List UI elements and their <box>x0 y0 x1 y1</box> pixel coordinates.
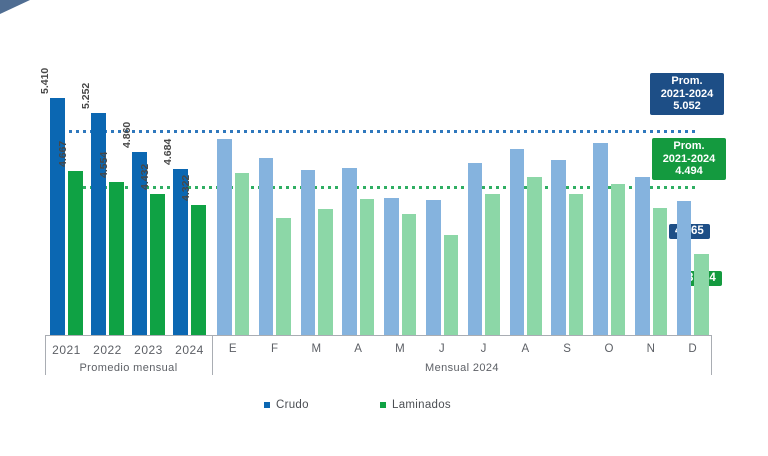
legend-label-laminados: Laminados <box>392 399 451 411</box>
legend-item-laminados: Laminados <box>380 398 451 412</box>
month-label-12: D <box>688 343 698 355</box>
laminados-swatch-icon <box>380 402 386 408</box>
month-bar-crudo-7 <box>467 163 483 335</box>
callout-crudo-line2: 2021-2024 <box>660 87 714 100</box>
callout-crudo-line1: Prom. <box>671 75 703 87</box>
month-bar-laminados-6 <box>443 234 458 335</box>
month-label-7: J <box>480 343 487 355</box>
month-bar-laminados-8 <box>527 177 542 335</box>
year-bar-laminados-2021 <box>68 170 83 335</box>
reference-line-crudo-average <box>62 129 695 133</box>
month-label-3: M <box>311 343 322 355</box>
year-label-2024: 2024 <box>175 343 204 357</box>
year-value-crudo-2022: 5.252 <box>79 82 92 110</box>
month-label-10: O <box>604 343 614 355</box>
section-label-yearly: Promedio mensual <box>79 362 178 374</box>
month-bar-crudo-2 <box>258 158 274 335</box>
legend-label-crudo: Crudo <box>276 399 309 411</box>
month-bar-crudo-12 <box>676 200 692 335</box>
month-bar-laminados-12 <box>694 254 709 335</box>
year-label-2023: 2023 <box>134 343 163 357</box>
axis-bracket-left <box>45 335 46 375</box>
month-label-9: S <box>563 343 572 355</box>
year-value-laminados-2022: 4.554 <box>97 151 110 179</box>
callout-crudo-line3: 5.052 <box>673 100 701 112</box>
year-value-laminados-2021: 4.667 <box>56 140 69 167</box>
callout-laminados-line1: Prom. <box>673 140 705 152</box>
month-bar-crudo-3 <box>300 170 316 335</box>
month-bar-crudo-10 <box>593 143 608 335</box>
month-label-5: M <box>395 343 406 355</box>
year-label-2022: 2022 <box>93 343 122 357</box>
month-bar-laminados-2 <box>276 217 291 335</box>
month-label-8: A <box>521 343 530 355</box>
month-bar-crudo-1 <box>217 139 232 335</box>
year-bar-crudo-2021 <box>50 97 65 335</box>
month-bar-crudo-8 <box>509 149 525 335</box>
month-bar-crudo-5 <box>384 197 399 335</box>
x-axis-line <box>45 335 712 336</box>
year-bar-crudo-2024 <box>173 169 188 335</box>
month-bar-laminados-11 <box>652 208 667 335</box>
month-bar-laminados-9 <box>568 193 584 335</box>
axis-bracket-right <box>711 335 712 375</box>
legend: Crudo Laminados <box>0 398 768 414</box>
year-value-crudo-2024: 4.684 <box>161 139 174 166</box>
year-value-laminados-2024: 4.322 <box>179 174 192 202</box>
month-label-2: F <box>271 343 279 355</box>
axis-bracket-divider <box>212 335 213 375</box>
year-value-crudo-2021: 5.410 <box>38 67 51 94</box>
year-bar-crudo-2023 <box>132 151 147 335</box>
month-label-11: N <box>646 343 656 355</box>
month-bar-crudo-4 <box>342 167 357 335</box>
callout-laminados-average: Prom. 2021-2024 4.494 <box>652 138 726 180</box>
month-bar-crudo-6 <box>426 199 441 335</box>
month-label-6: J <box>438 343 446 355</box>
month-bar-laminados-3 <box>318 209 333 335</box>
month-bar-laminados-1 <box>234 172 249 335</box>
reference-line-laminados-average <box>76 186 695 190</box>
month-bar-crudo-11 <box>635 177 650 335</box>
month-bar-laminados-5 <box>401 214 417 335</box>
year-bar-crudo-2022 <box>91 113 106 335</box>
section-label-monthly: Mensual 2024 <box>425 362 499 374</box>
month-label-1: E <box>228 343 238 355</box>
month-bar-laminados-10 <box>610 183 626 335</box>
year-bar-laminados-2022 <box>109 182 124 335</box>
crudo-swatch-icon <box>264 402 270 408</box>
month-label-4: A <box>354 343 363 355</box>
year-bar-laminados-2024 <box>191 205 206 335</box>
year-value-laminados-2023: 4.432 <box>138 163 151 191</box>
callout-crudo-average: Prom. 2021-2024 5.052 <box>650 73 724 115</box>
month-bar-laminados-7 <box>485 193 500 335</box>
slide-corner-decoration <box>0 0 30 14</box>
year-label-2021: 2021 <box>52 343 81 357</box>
month-bar-crudo-9 <box>551 160 566 335</box>
legend-item-crudo: Crudo <box>264 398 309 412</box>
year-value-crudo-2023: 4.860 <box>120 121 133 148</box>
callout-laminados-line2: 2021-2024 <box>662 152 716 165</box>
month-bar-laminados-4 <box>359 199 375 335</box>
year-bar-laminados-2023 <box>150 194 165 335</box>
callout-laminados-line3: 4.494 <box>675 165 703 177</box>
